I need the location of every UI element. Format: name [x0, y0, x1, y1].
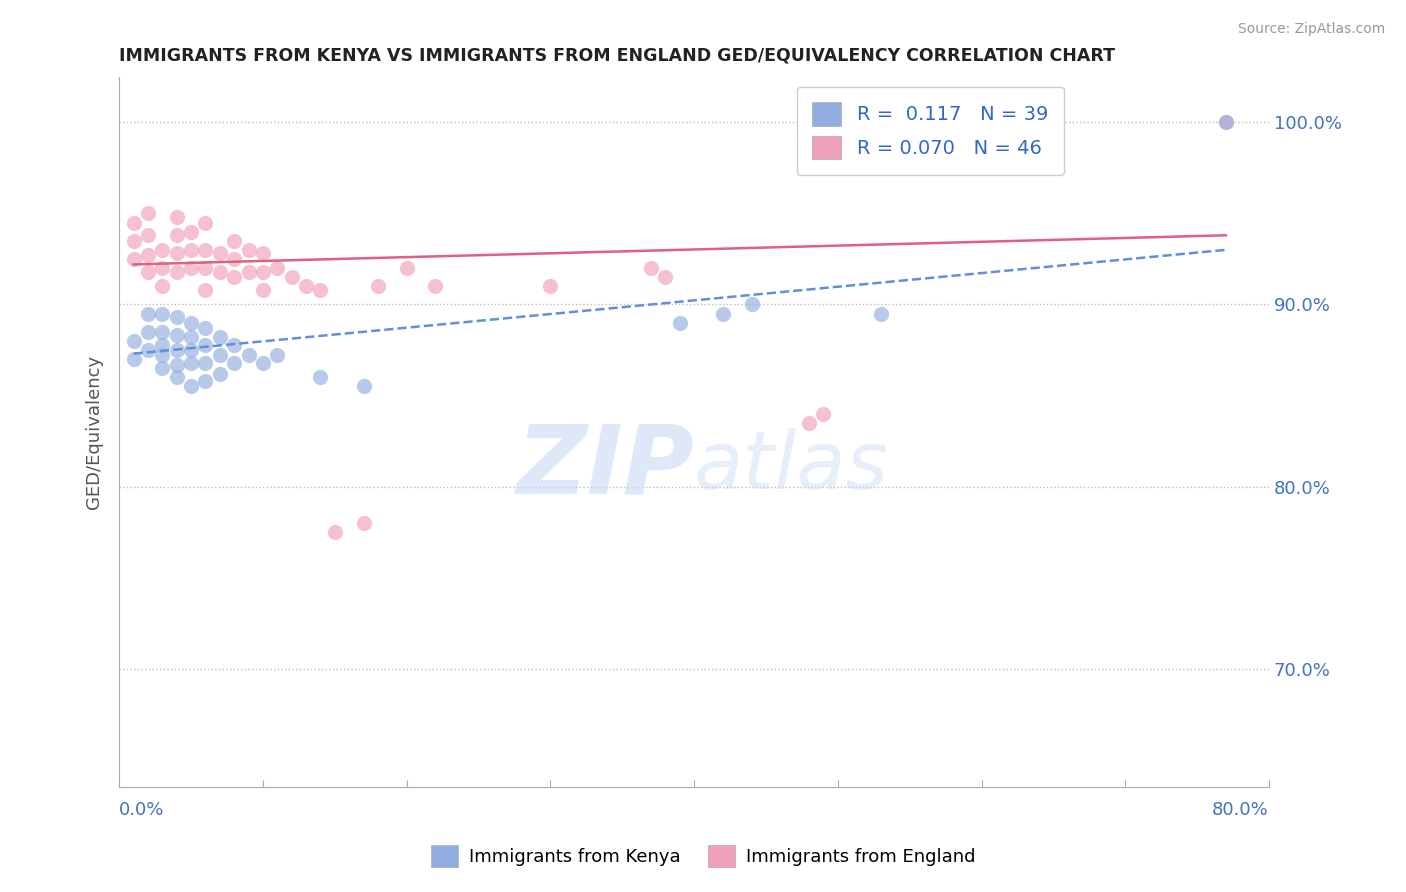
Point	[224, 234, 246, 248]
Point	[136, 228, 159, 243]
Point	[194, 243, 217, 257]
Point	[122, 252, 145, 266]
Point	[224, 337, 246, 351]
Point	[122, 215, 145, 229]
Point	[150, 348, 173, 362]
Point	[150, 261, 173, 276]
Point	[797, 416, 820, 430]
Legend: Immigrants from Kenya, Immigrants from England: Immigrants from Kenya, Immigrants from E…	[423, 838, 983, 874]
Point	[194, 215, 217, 229]
Point	[194, 261, 217, 276]
Point	[538, 279, 561, 293]
Text: atlas: atlas	[695, 428, 889, 507]
Text: IMMIGRANTS FROM KENYA VS IMMIGRANTS FROM ENGLAND GED/EQUIVALENCY CORRELATION CHA: IMMIGRANTS FROM KENYA VS IMMIGRANTS FROM…	[120, 46, 1115, 64]
Point	[1215, 115, 1237, 129]
Point	[150, 243, 173, 257]
Point	[813, 407, 835, 421]
Point	[136, 325, 159, 339]
Point	[166, 343, 188, 357]
Point	[224, 252, 246, 266]
Point	[280, 270, 302, 285]
Point	[309, 283, 332, 297]
Point	[122, 334, 145, 348]
Point	[252, 265, 274, 279]
Point	[208, 330, 231, 344]
Point	[741, 297, 763, 311]
Point	[150, 279, 173, 293]
Point	[166, 370, 188, 384]
Point	[1215, 115, 1237, 129]
Text: Source: ZipAtlas.com: Source: ZipAtlas.com	[1237, 22, 1385, 37]
Point	[166, 228, 188, 243]
Point	[252, 356, 274, 370]
Point	[150, 337, 173, 351]
Point	[654, 270, 676, 285]
Point	[136, 265, 159, 279]
Point	[194, 356, 217, 370]
Point	[353, 516, 375, 530]
Point	[166, 265, 188, 279]
Point	[395, 261, 418, 276]
Text: 80.0%: 80.0%	[1212, 802, 1270, 820]
Point	[122, 352, 145, 367]
Point	[367, 279, 389, 293]
Point	[194, 374, 217, 388]
Point	[136, 343, 159, 357]
Point	[166, 328, 188, 343]
Point	[668, 316, 690, 330]
Point	[266, 261, 288, 276]
Point	[252, 246, 274, 260]
Point	[309, 370, 332, 384]
Point	[194, 321, 217, 335]
Point	[180, 330, 202, 344]
Point	[252, 283, 274, 297]
Point	[711, 307, 734, 321]
Point	[295, 279, 318, 293]
Point	[208, 265, 231, 279]
Point	[238, 265, 260, 279]
Point	[136, 248, 159, 262]
Point	[224, 270, 246, 285]
Y-axis label: GED/Equivalency: GED/Equivalency	[86, 355, 103, 509]
Point	[122, 234, 145, 248]
Point	[208, 367, 231, 381]
Point	[208, 348, 231, 362]
Point	[150, 361, 173, 376]
Point	[180, 261, 202, 276]
Point	[166, 358, 188, 372]
Point	[224, 356, 246, 370]
Point	[425, 279, 447, 293]
Point	[870, 307, 893, 321]
Point	[180, 316, 202, 330]
Point	[136, 206, 159, 220]
Point	[194, 337, 217, 351]
Point	[180, 356, 202, 370]
Point	[150, 325, 173, 339]
Point	[136, 307, 159, 321]
Point	[238, 348, 260, 362]
Point	[150, 307, 173, 321]
Point	[180, 343, 202, 357]
Text: 0.0%: 0.0%	[120, 802, 165, 820]
Point	[640, 261, 662, 276]
Point	[208, 246, 231, 260]
Point	[180, 243, 202, 257]
Point	[266, 348, 288, 362]
Point	[180, 225, 202, 239]
Point	[353, 379, 375, 393]
Text: ZIP: ZIP	[516, 421, 695, 514]
Point	[166, 246, 188, 260]
Point	[180, 379, 202, 393]
Point	[194, 283, 217, 297]
Point	[166, 310, 188, 325]
Point	[238, 243, 260, 257]
Legend: R =  0.117   N = 39, R = 0.070   N = 46: R = 0.117 N = 39, R = 0.070 N = 46	[797, 87, 1064, 175]
Point	[166, 210, 188, 224]
Point	[323, 524, 346, 539]
